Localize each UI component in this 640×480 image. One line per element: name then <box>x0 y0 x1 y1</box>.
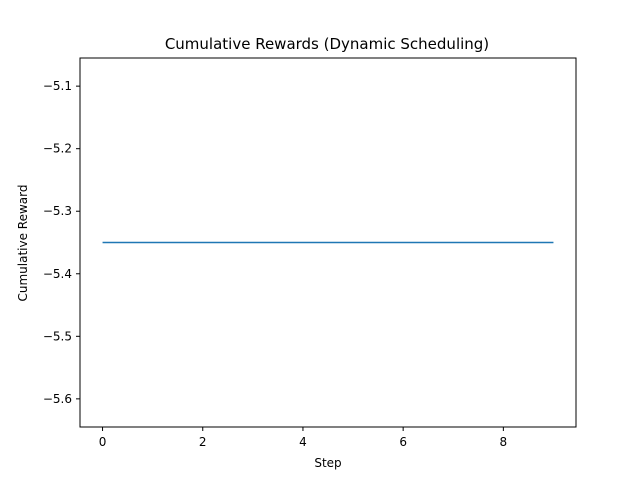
chart-title: Cumulative Rewards (Dynamic Scheduling) <box>165 35 489 53</box>
x-tick-label: 0 <box>99 435 107 449</box>
x-axis-label: Step <box>314 456 341 470</box>
y-axis-ticks: −5.6 −5.5 −5.4 −5.3 −5.2 −5.1 <box>43 79 80 406</box>
plot-frame <box>79 57 577 428</box>
y-tick-label: −5.3 <box>43 204 72 218</box>
x-tick-label: 6 <box>399 435 407 449</box>
y-tick-label: −5.5 <box>43 329 72 343</box>
x-tick-label: 2 <box>199 435 207 449</box>
y-axis-label: Cumulative Reward <box>16 185 30 302</box>
y-tick-label: −5.1 <box>43 79 72 93</box>
x-tick-label: 4 <box>299 435 307 449</box>
y-tick-label: −5.6 <box>43 392 72 406</box>
x-axis-ticks: 0 2 4 6 8 <box>99 427 507 449</box>
x-tick-label: 8 <box>500 435 508 449</box>
y-tick-label: −5.4 <box>43 267 72 281</box>
y-tick-label: −5.2 <box>43 142 72 156</box>
